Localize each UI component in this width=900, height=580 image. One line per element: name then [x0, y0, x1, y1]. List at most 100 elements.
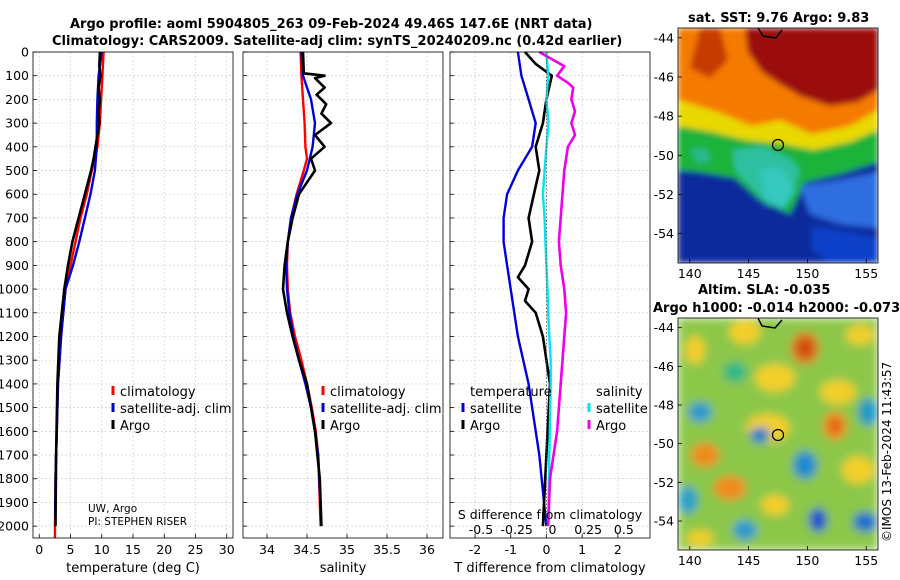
x-tick-label: 20	[156, 542, 172, 557]
series-line-argo	[54, 51, 102, 527]
x-axis-label-top: S difference from climatology	[458, 507, 643, 522]
y-tick-label: 500	[5, 163, 29, 178]
map-x-tick-label: 150	[795, 553, 819, 568]
map-x-tick-label: 145	[737, 266, 761, 281]
y-tick-label: 1700	[0, 448, 29, 463]
y-tick-label: 1000	[0, 282, 29, 297]
x-tick-label: 0	[542, 542, 550, 557]
s-tick-label: -0.5	[469, 522, 493, 537]
y-tick-label: 1600	[0, 424, 29, 439]
map-x-tick-label: 140	[678, 553, 702, 568]
temperature-panel: 0 5 10 15 20 25 30 temperature (deg C) 0 100 200 30…	[0, 45, 235, 577]
x-tick-label: 35.5	[373, 542, 401, 557]
y-tick-label: 1900	[0, 495, 29, 510]
series-line-argo	[281, 51, 333, 527]
legend-title-salinity: salinity	[596, 385, 643, 400]
sst-map-title: sat. SST: 9.76 Argo: 9.83	[688, 11, 869, 26]
sla-map-title-1: Altim. SLA: -0.035	[698, 283, 830, 298]
s-tick-label: 0.5	[614, 522, 634, 537]
x-tick-label: 30	[219, 542, 235, 557]
y-tick-label: 200	[5, 92, 29, 107]
x-tick-label: 15	[125, 542, 141, 557]
legend-label: Argo	[330, 419, 360, 434]
x-tick-label: 25	[188, 542, 204, 557]
map-y-tick-label: -50	[654, 436, 674, 451]
legend-label: climatology	[120, 385, 196, 400]
title-line-1: Argo profile: aoml 5904805_263 09-Feb-20…	[70, 17, 592, 32]
axes-frame	[449, 51, 651, 539]
x-tick-label: -2	[469, 542, 481, 557]
x-tick-label: 35	[339, 542, 355, 557]
y-tick-label: 1400	[0, 376, 29, 391]
legend-label: Argo	[120, 419, 150, 434]
map-y-tick-label: -52	[654, 187, 674, 202]
y-tick-label: 400	[5, 139, 29, 154]
y-tick-label: 1800	[0, 471, 29, 486]
series-line-satellite-s	[541, 51, 552, 527]
x-axis-label: salinity	[320, 561, 367, 576]
x-tick-label: 34	[259, 542, 275, 557]
map-y-tick-label: -48	[654, 109, 674, 124]
map-x-tick-label: 155	[854, 553, 878, 568]
x-tick-label: 1	[578, 542, 586, 557]
y-tick-label: 2000	[0, 519, 29, 534]
sla-argo-marker	[771, 428, 785, 442]
salinity-panel: 34 34.5 35 35.5 36 salinity climatology satelli…	[242, 51, 444, 576]
sla-map: 140 145 150 155 -44 -46 -48 -50 -52 -54	[654, 317, 879, 568]
x-tick-label: 36	[419, 542, 435, 557]
y-tick-label: 900	[5, 258, 29, 273]
timestamp: ©IMOS 13-Feb-2024 11:43:57	[880, 362, 894, 542]
axes-frame	[242, 51, 444, 539]
map-y-tick-label: -46	[654, 359, 674, 374]
y-tick-label: 600	[5, 187, 29, 202]
y-tick-label: 1200	[0, 329, 29, 344]
x-tick-label: 2	[614, 542, 622, 557]
y-tick-label: 300	[5, 116, 29, 131]
map-x-tick-label: 145	[737, 553, 761, 568]
s-tick-label: 0	[548, 522, 556, 537]
series-line-satellite-adj-clim	[54, 51, 103, 515]
x-tick-label: 10	[94, 542, 110, 557]
map-x-tick-label: 155	[854, 266, 878, 281]
s-tick-label: -0.25	[501, 522, 533, 537]
map-y-tick-label: -48	[654, 398, 674, 413]
legend-label: Argo	[470, 419, 500, 434]
y-tick-label: 0	[21, 45, 29, 60]
sla-map-title-2: Argo h1000: -0.014 h2000: -0.073	[653, 301, 900, 316]
sst-argo-marker	[771, 138, 785, 152]
y-tick-label: 700	[5, 210, 29, 225]
y-tick-label: 1500	[0, 400, 29, 415]
map-y-tick-label: -44	[654, 30, 674, 45]
series-line-argo-s	[538, 50, 577, 527]
map-y-tick-label: -54	[654, 226, 674, 241]
credit-line-2: PI: STEPHEN RISER	[88, 516, 187, 528]
difference-panel: -2 -1 0 1 2 T difference from climatology temp…	[449, 50, 651, 576]
credit-line-1: UW, Argo	[88, 503, 137, 515]
x-tick-label: 0	[35, 542, 43, 557]
map-y-tick-label: -52	[654, 475, 674, 490]
y-tick-label: 1100	[0, 305, 29, 320]
legend-label: climatology	[330, 385, 406, 400]
map-y-tick-label: -54	[654, 514, 674, 529]
map-y-tick-label: -50	[654, 148, 674, 163]
x-axis-label: T difference from climatology	[453, 561, 646, 576]
legend-title-temperature: temperature	[470, 385, 552, 400]
legend-label: satellite-adj. clim	[330, 402, 442, 417]
x-tick-label: 34.5	[293, 542, 321, 557]
s-tick-label: 0.25	[574, 522, 602, 537]
title-line-2: Climatology: CARS2009. Satellite-adj cli…	[52, 34, 622, 49]
map-x-tick-label: 140	[678, 266, 702, 281]
map-x-tick-label: 150	[795, 266, 819, 281]
sst-map: 140 145 150 155 -44 -46 -48 -50 -52 -54	[654, 27, 879, 281]
legend-label: satellite	[596, 402, 648, 417]
y-tick-label: 1300	[0, 353, 29, 368]
x-tick-label: 5	[67, 542, 75, 557]
x-axis-label: temperature (deg C)	[66, 561, 200, 576]
map-y-tick-label: -46	[654, 69, 674, 84]
series-line-satellite-t	[502, 51, 548, 527]
y-tick-label: 800	[5, 234, 29, 249]
legend-label: Argo	[596, 419, 626, 434]
map-y-tick-label: -44	[654, 320, 674, 335]
legend-label: satellite	[470, 402, 522, 417]
